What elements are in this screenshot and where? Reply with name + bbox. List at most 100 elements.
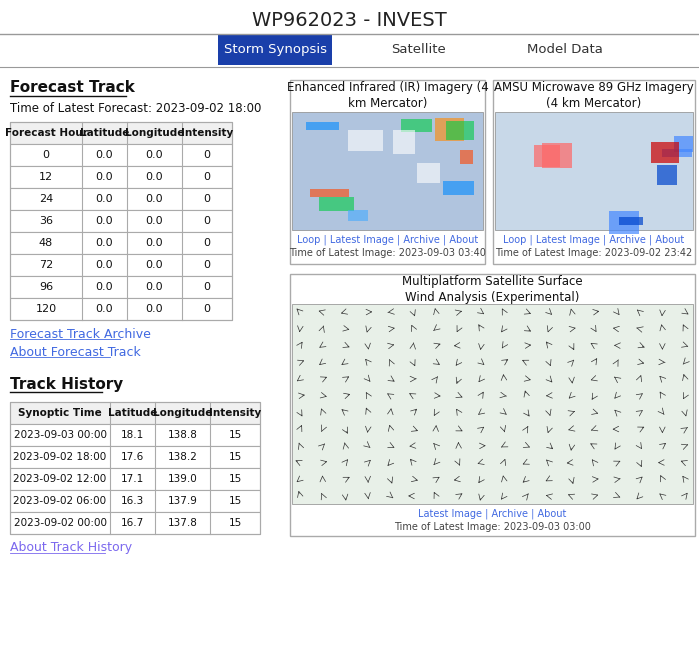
Bar — [10, 232, 232, 254]
Bar — [10, 210, 232, 232]
Text: 15: 15 — [229, 474, 242, 484]
Text: Storm Synopsis: Storm Synopsis — [224, 43, 326, 56]
Text: Track History: Track History — [10, 377, 123, 391]
Bar — [651, 142, 679, 163]
Bar — [292, 304, 693, 504]
Text: Longitude: Longitude — [125, 128, 185, 138]
Text: 0: 0 — [203, 304, 210, 314]
Text: 139.0: 139.0 — [168, 474, 197, 484]
Text: 0.0: 0.0 — [145, 150, 164, 160]
Text: AMSU Microwave 89 GHz Imagery
(4 km Mercator): AMSU Microwave 89 GHz Imagery (4 km Merc… — [494, 82, 694, 110]
Text: 137.9: 137.9 — [168, 496, 197, 506]
Text: 0.0: 0.0 — [96, 282, 113, 292]
Bar — [10, 254, 232, 276]
Text: 120: 120 — [36, 304, 57, 314]
Bar — [656, 165, 677, 185]
Text: 0.0: 0.0 — [96, 260, 113, 270]
Text: 2023-09-02 12:00: 2023-09-02 12:00 — [13, 474, 107, 484]
Text: 0: 0 — [203, 172, 210, 182]
Text: 0: 0 — [203, 238, 210, 248]
Text: Satellite: Satellite — [391, 43, 445, 56]
Bar — [10, 166, 232, 188]
Text: Loop | Latest Image | Archive | About: Loop | Latest Image | Archive | About — [503, 235, 684, 246]
Text: 0: 0 — [203, 194, 210, 204]
Bar — [10, 402, 260, 534]
Text: 2023-09-02 18:00: 2023-09-02 18:00 — [13, 452, 107, 462]
Text: 0: 0 — [203, 216, 210, 226]
Bar — [10, 298, 232, 320]
Bar — [348, 209, 368, 221]
Bar — [306, 122, 339, 130]
Text: 12: 12 — [39, 172, 53, 182]
Text: 0.0: 0.0 — [96, 304, 113, 314]
Bar — [10, 144, 232, 166]
Bar — [292, 112, 483, 230]
Text: 0: 0 — [43, 150, 50, 160]
Bar — [10, 122, 232, 320]
Text: 15: 15 — [229, 496, 242, 506]
Bar — [10, 490, 260, 512]
Bar — [393, 130, 415, 153]
Text: Intensity: Intensity — [181, 128, 233, 138]
Text: 15: 15 — [229, 430, 242, 440]
Text: 15: 15 — [229, 452, 242, 462]
Text: Latitude: Latitude — [80, 128, 129, 138]
Bar — [417, 163, 440, 183]
Bar — [674, 136, 693, 152]
Bar — [348, 130, 384, 151]
Text: 16.7: 16.7 — [121, 518, 144, 528]
Text: 0.0: 0.0 — [96, 150, 113, 160]
Text: 0: 0 — [203, 282, 210, 292]
Bar — [10, 402, 260, 424]
Bar — [10, 512, 260, 534]
Text: 0.0: 0.0 — [96, 194, 113, 204]
Bar — [10, 188, 232, 210]
Bar — [495, 112, 693, 230]
Text: Model Data: Model Data — [527, 43, 603, 56]
Bar — [319, 197, 354, 211]
Bar — [446, 121, 475, 140]
Bar — [661, 149, 692, 157]
Text: 96: 96 — [39, 282, 53, 292]
Text: 0.0: 0.0 — [96, 238, 113, 248]
Text: 137.8: 137.8 — [168, 518, 197, 528]
Text: 2023-09-03 00:00: 2023-09-03 00:00 — [13, 430, 106, 440]
Text: 16.3: 16.3 — [121, 496, 144, 506]
Bar — [218, 34, 332, 65]
Text: 0.0: 0.0 — [145, 194, 164, 204]
Text: Time of Latest Image: 2023-09-03 03:40: Time of Latest Image: 2023-09-03 03:40 — [289, 248, 486, 258]
Text: 0.0: 0.0 — [145, 238, 164, 248]
Text: About Track History: About Track History — [10, 541, 132, 555]
Bar — [290, 274, 695, 536]
Text: 48: 48 — [39, 238, 53, 248]
Bar — [10, 122, 232, 144]
Text: 17.1: 17.1 — [121, 474, 144, 484]
Text: 0: 0 — [203, 150, 210, 160]
Text: 2023-09-02 00:00: 2023-09-02 00:00 — [13, 518, 106, 528]
Text: 72: 72 — [39, 260, 53, 270]
Text: WP962023 - INVEST: WP962023 - INVEST — [252, 11, 447, 29]
Text: Intensity: Intensity — [209, 408, 261, 418]
Bar — [310, 189, 349, 197]
Text: 0.0: 0.0 — [145, 260, 164, 270]
Bar — [609, 211, 639, 234]
Text: Forecast Track Archive: Forecast Track Archive — [10, 328, 151, 341]
Bar — [493, 80, 695, 264]
Text: 24: 24 — [39, 194, 53, 204]
Text: 138.2: 138.2 — [168, 452, 197, 462]
Text: 17.6: 17.6 — [121, 452, 144, 462]
Bar — [442, 181, 475, 195]
Text: Time of Latest Image: 2023-09-03 03:00: Time of Latest Image: 2023-09-03 03:00 — [394, 522, 591, 532]
Text: 0.0: 0.0 — [145, 216, 164, 226]
Bar — [10, 424, 260, 446]
Text: Latest Image | Archive | About: Latest Image | Archive | About — [418, 508, 567, 519]
Text: 36: 36 — [39, 216, 53, 226]
Text: Forecast Track: Forecast Track — [10, 80, 135, 96]
Bar — [460, 150, 473, 164]
Text: 15: 15 — [229, 518, 242, 528]
Bar — [619, 217, 644, 225]
Bar — [534, 145, 560, 167]
Text: Forecast Hour: Forecast Hour — [5, 128, 87, 138]
Text: 0.0: 0.0 — [96, 172, 113, 182]
Bar — [10, 276, 232, 298]
